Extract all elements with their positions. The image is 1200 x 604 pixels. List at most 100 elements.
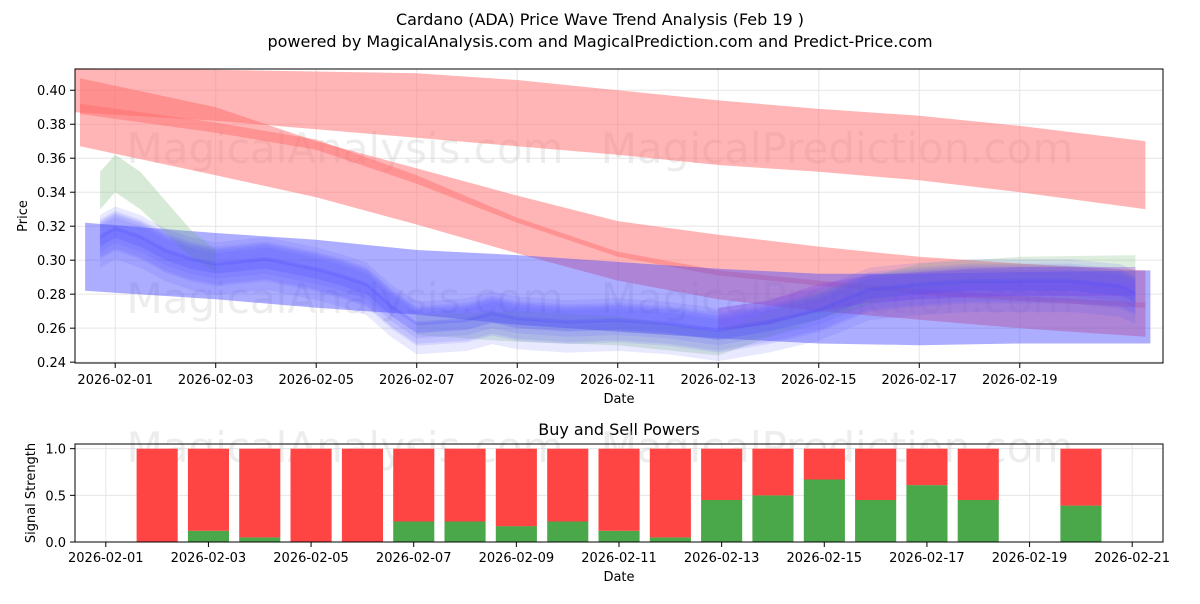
buy-bar: [1060, 505, 1102, 542]
power-x-tick-label: 2026-02-19: [992, 551, 1068, 566]
sell-bar: [649, 448, 691, 538]
blue-wave-band: [100, 217, 1136, 340]
purple-price-band: [718, 267, 1136, 330]
power-x-axis-label: Date: [603, 570, 634, 585]
sell-bar: [136, 448, 178, 542]
price-x-tick-label: 2026-02-03: [178, 373, 254, 388]
power-chart-title: Buy and Sell Powers: [538, 420, 700, 439]
buy-bar: [957, 500, 999, 542]
price-panel: MagicalAnalysis.com MagicalPrediction.co…: [16, 68, 1164, 407]
price-x-tick-label: 2026-02-05: [278, 373, 354, 388]
price-x-ticks: 2026-02-01 2026-02-03 2026-02-05 2026-02-07…: [77, 363, 1058, 388]
chart-title: Cardano (ADA) Price Wave Trend Analysis …: [396, 10, 804, 29]
buy-bar: [239, 537, 281, 542]
buy-bar: [752, 495, 794, 542]
price-y-tick-label: 0.32: [37, 220, 66, 235]
blue-wave-band: [100, 226, 1136, 346]
blue-wave-band: [100, 206, 1136, 333]
price-y-axis-label: Price: [16, 200, 31, 232]
buy-bar: [598, 530, 640, 542]
sell-bar: [752, 448, 794, 496]
price-y-tick-label: 0.24: [37, 356, 66, 371]
price-y-tick-label: 0.28: [37, 288, 66, 303]
sell-bar: [906, 448, 948, 486]
power-y-tick-label: 0.5: [45, 489, 66, 504]
sell-bar: [495, 448, 537, 527]
power-x-tick-label: 2026-02-21: [1094, 551, 1170, 566]
price-waves: [100, 206, 1136, 362]
price-x-axis-label: Date: [603, 392, 634, 407]
power-y-axis-label: Signal Strength: [24, 443, 39, 543]
sell-bar: [957, 448, 999, 500]
power-x-tick-label: 2026-02-11: [581, 551, 657, 566]
price-bands: [75, 68, 1151, 356]
buy-bar: [701, 500, 743, 542]
power-y-tick-label: 1.0: [45, 443, 66, 458]
price-x-tick-label: 2026-02-11: [580, 373, 656, 388]
price-x-tick-label: 2026-02-13: [680, 373, 756, 388]
green-price-band: [100, 154, 216, 273]
sell-bar: [1060, 448, 1102, 506]
sell-bar: [803, 448, 845, 480]
green-price-band: [416, 255, 1136, 356]
power-x-tick-label: 2026-02-01: [68, 551, 144, 566]
power-y-ticks: 0.0 0.5 1.0: [45, 443, 75, 551]
blue-wave-band: [100, 214, 1136, 351]
price-x-tick-label: 2026-02-09: [479, 373, 555, 388]
price-y-tick-label: 0.30: [37, 254, 66, 269]
buy-bar: [649, 537, 691, 542]
power-x-tick-label: 2026-02-09: [479, 551, 555, 566]
power-x-tick-label: 2026-02-17: [889, 551, 965, 566]
price-x-tick-label: 2026-02-17: [881, 373, 957, 388]
buy-bar: [187, 530, 229, 542]
sell-bar: [444, 448, 486, 522]
blue-price-band: [85, 222, 1151, 346]
buy-bar: [906, 485, 948, 542]
price-y-tick-label: 0.40: [37, 84, 66, 99]
sell-bar: [547, 448, 589, 522]
price-plot-frame: [74, 68, 1164, 364]
price-y-tick-label: 0.36: [37, 152, 66, 167]
buy-bar: [855, 500, 897, 542]
sell-bar: [701, 448, 743, 500]
price-x-tick-label: 2026-02-01: [77, 373, 153, 388]
power-x-ticks: 2026-02-01 2026-02-03 2026-02-05 2026-02-07…: [68, 542, 1170, 566]
blue-wave-band: [100, 226, 1136, 353]
price-x-tick-label: 2026-02-07: [379, 373, 455, 388]
power-panel: Buy and Sell Powers MagicalAnalysis.com …: [24, 420, 1170, 585]
red-price-band: [80, 78, 1146, 337]
price-y-ticks: 0.24 0.26 0.28 0.30 0.32 0.34 0.36 0.38 0.40: [37, 84, 75, 371]
buy-bar: [803, 479, 845, 542]
sell-bar: [239, 448, 281, 538]
chart-subtitle: powered by MagicalAnalysis.com and Magic…: [267, 32, 932, 51]
sell-bar: [855, 448, 897, 500]
power-y-tick-label: 0.0: [45, 536, 66, 551]
sell-bar: [290, 448, 332, 542]
price-y-tick-label: 0.34: [37, 186, 66, 201]
buy-bar: [393, 521, 435, 542]
sell-bar: [393, 448, 435, 522]
price-x-tick-label: 2026-02-19: [982, 373, 1058, 388]
sell-bar: [598, 448, 640, 531]
power-x-tick-label: 2026-02-13: [684, 551, 760, 566]
power-bars: [136, 448, 1102, 542]
blue-wave-band: [100, 212, 1136, 332]
buy-bar: [547, 521, 589, 542]
power-x-tick-label: 2026-02-05: [273, 551, 349, 566]
blue-wave-band: [100, 210, 1136, 341]
blue-wave-band: [100, 228, 1136, 362]
power-x-tick-label: 2026-02-03: [171, 551, 247, 566]
price-y-tick-label: 0.38: [37, 118, 66, 133]
power-x-tick-label: 2026-02-15: [787, 551, 863, 566]
sell-bar: [341, 448, 383, 542]
watermark-analysis-mid: MagicalAnalysis.com: [127, 274, 564, 323]
power-x-tick-label: 2026-02-07: [376, 551, 452, 566]
price-y-tick-label: 0.26: [37, 322, 66, 337]
buy-bar: [495, 526, 537, 542]
buy-bar: [444, 521, 486, 542]
red-price-band: [80, 103, 1146, 308]
price-x-tick-label: 2026-02-15: [781, 373, 857, 388]
sell-bar: [187, 448, 229, 531]
red-price-band: [75, 68, 1146, 210]
